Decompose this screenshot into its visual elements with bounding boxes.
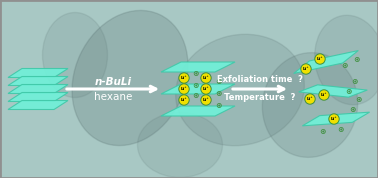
Text: Li⁺: Li⁺ [317, 57, 323, 61]
Circle shape [201, 84, 211, 94]
Text: Li⁺: Li⁺ [331, 117, 337, 121]
Ellipse shape [176, 34, 304, 146]
Circle shape [301, 64, 311, 74]
Circle shape [179, 73, 189, 83]
Polygon shape [299, 85, 367, 97]
Text: ⊛: ⊛ [192, 91, 198, 101]
Ellipse shape [314, 15, 378, 105]
Circle shape [319, 90, 329, 100]
Text: Exfoliation time  ?: Exfoliation time ? [217, 75, 303, 85]
Polygon shape [161, 106, 235, 116]
Text: n-BuLi: n-BuLi [94, 77, 132, 87]
Text: Li⁺: Li⁺ [181, 87, 187, 91]
Circle shape [179, 95, 189, 105]
Polygon shape [8, 77, 68, 85]
Circle shape [315, 54, 325, 64]
Polygon shape [8, 93, 68, 101]
Polygon shape [8, 69, 68, 77]
Text: ⊛: ⊛ [215, 101, 221, 109]
Text: ⊛: ⊛ [349, 104, 355, 114]
Polygon shape [8, 85, 68, 93]
Circle shape [329, 114, 339, 124]
Polygon shape [294, 51, 358, 74]
Text: Li⁺: Li⁺ [303, 67, 309, 71]
Text: Li⁺: Li⁺ [181, 98, 187, 102]
Circle shape [305, 94, 315, 104]
Polygon shape [161, 84, 235, 94]
Text: ⊛: ⊛ [319, 127, 325, 135]
Text: ⊛: ⊛ [215, 77, 221, 87]
Ellipse shape [72, 11, 188, 146]
Text: Li⁺: Li⁺ [307, 97, 313, 101]
Text: ⊛: ⊛ [192, 69, 198, 77]
Circle shape [201, 73, 211, 83]
Text: ⊛: ⊛ [355, 95, 361, 103]
Text: hexane: hexane [94, 92, 132, 102]
Text: ⊛: ⊛ [351, 77, 357, 85]
Circle shape [179, 84, 189, 94]
Text: ⊛: ⊛ [337, 124, 343, 134]
Text: Li⁺: Li⁺ [321, 93, 327, 97]
Text: Li⁺: Li⁺ [203, 87, 209, 91]
Text: ⊛: ⊛ [345, 87, 351, 96]
Circle shape [201, 95, 211, 105]
Text: ⊛: ⊛ [341, 61, 347, 69]
Polygon shape [8, 101, 68, 109]
Ellipse shape [138, 112, 223, 177]
Text: ⊛: ⊛ [353, 54, 359, 64]
Text: Li⁺: Li⁺ [181, 76, 187, 80]
Ellipse shape [262, 53, 358, 157]
Text: ⊛: ⊛ [192, 80, 198, 90]
Text: Li⁺: Li⁺ [203, 98, 209, 102]
Polygon shape [302, 112, 370, 126]
Text: Temperature  ?: Temperature ? [224, 93, 296, 101]
Text: ⊛: ⊛ [215, 88, 221, 98]
Text: Li⁺: Li⁺ [203, 76, 209, 80]
Ellipse shape [42, 12, 107, 98]
Polygon shape [161, 62, 235, 72]
